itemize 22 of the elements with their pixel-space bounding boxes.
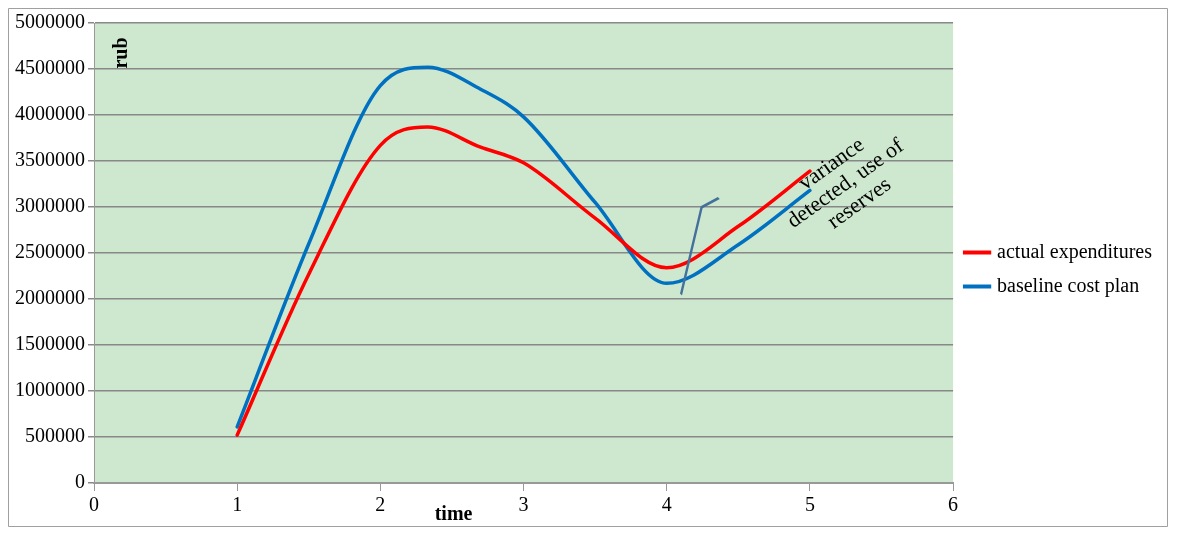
legend-label: baseline cost plan	[997, 273, 1140, 297]
y-tick-label: 3000000	[15, 194, 85, 217]
x-tick-label: 5	[804, 493, 815, 516]
legend-label: actual expenditures	[997, 239, 1153, 263]
x-tick-label: 3	[518, 493, 529, 516]
x-tick-label: 0	[89, 493, 99, 516]
x-tick-label: 1	[232, 493, 243, 516]
y-tick-label: 5000000	[15, 10, 85, 33]
x-tick-label: 6	[948, 493, 959, 516]
y-tick-label: 4000000	[15, 102, 85, 125]
x-tick-label: 4	[661, 493, 672, 516]
y-axis-title: rub	[109, 37, 132, 69]
y-tick-label: 2000000	[15, 286, 85, 309]
x-axis-title: time	[434, 502, 473, 525]
y-tick-label: 0	[75, 470, 85, 493]
y-tick-label: 500000	[25, 424, 85, 447]
x-tick-label: 2	[375, 493, 386, 516]
y-tick-label: 2500000	[15, 240, 85, 263]
y-tick-label: 1000000	[15, 378, 85, 401]
y-tick-label: 3500000	[15, 148, 85, 171]
y-tick-label: 4500000	[15, 56, 85, 79]
y-tick-label: 1500000	[15, 332, 85, 355]
